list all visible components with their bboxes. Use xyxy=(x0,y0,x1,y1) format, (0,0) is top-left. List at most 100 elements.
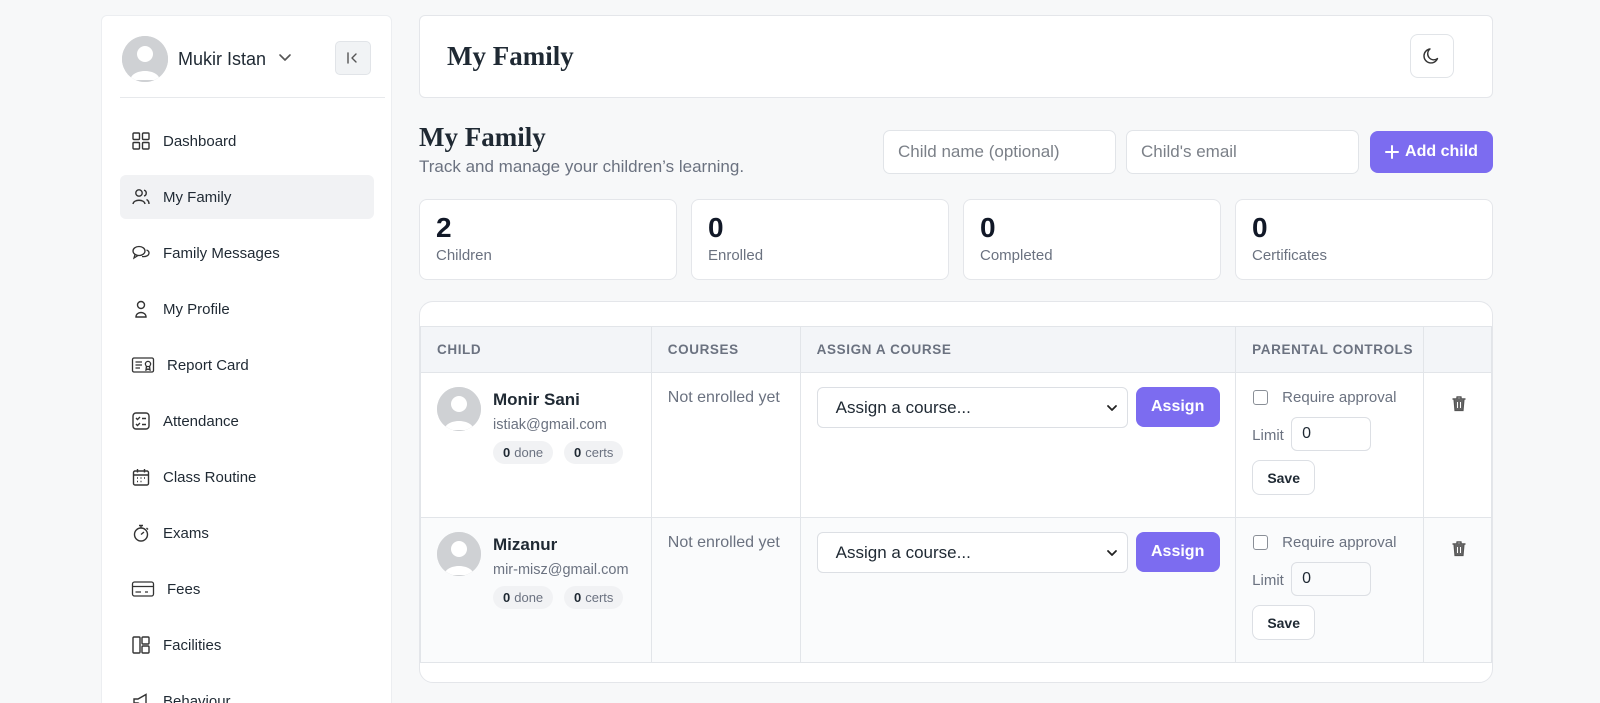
limit-input[interactable]: 0 xyxy=(1291,417,1372,451)
require-approval-checkbox[interactable] xyxy=(1253,390,1269,405)
sidebar-item-label: My Profile xyxy=(163,300,230,318)
actions-cell xyxy=(1423,517,1492,663)
user-name: Mukir Istan xyxy=(178,49,267,69)
stat-label: Enrolled xyxy=(708,247,764,264)
child-cell: Mizanur mir-misz@gmail.com 0 done 0 certs xyxy=(420,517,652,663)
assign-button[interactable]: Assign xyxy=(1135,387,1220,427)
sidebar-item-label: My Family xyxy=(163,188,232,206)
sidebar-item-label: Report Card xyxy=(167,356,249,374)
sidebar-item-label: Facilities xyxy=(163,636,222,654)
trash-icon[interactable] xyxy=(1451,540,1467,557)
child-avatar xyxy=(437,532,481,576)
limit-label: Limit xyxy=(1252,427,1284,444)
child-cell: Monir Sani istiak@gmail.com 0 done 0 certs xyxy=(420,372,652,518)
assign-course-value: Assign a course... xyxy=(835,397,971,417)
assign-button[interactable]: Assign xyxy=(1135,532,1220,572)
table-row: Mizanur mir-misz@gmail.com 0 done 0 certs … xyxy=(420,517,1492,663)
person-icon xyxy=(130,298,152,320)
stat-label: Children xyxy=(436,247,492,264)
column-header-actions xyxy=(1423,326,1492,373)
parental-controls-cell: Require approval Limit 0 Save xyxy=(1235,372,1425,518)
chevron-down-icon xyxy=(1106,405,1117,411)
user-avatar xyxy=(122,36,168,82)
children-table: CHILD COURSES ASSIGN A COURSE PARENTAL C… xyxy=(420,326,1492,663)
save-button[interactable]: Save xyxy=(1252,605,1316,640)
children-table-card: CHILD COURSES ASSIGN A COURSE PARENTAL C… xyxy=(419,301,1493,683)
certs-label: certs xyxy=(585,590,614,605)
sidebar-item-facilities[interactable]: Facilities xyxy=(120,623,374,667)
sidebar-item-my-family[interactable]: My Family xyxy=(120,175,374,219)
stat-card-completed: 0 Completed xyxy=(963,199,1221,280)
sidebar-item-label: Exams xyxy=(163,524,209,542)
certs-count: 0 xyxy=(574,445,582,460)
section-subtitle: Track and manage your children’s learnin… xyxy=(419,157,745,176)
grid-icon xyxy=(130,130,152,152)
stat-card-certificates: 0 Certificates xyxy=(1235,199,1493,280)
chevron-down-icon xyxy=(1106,550,1117,556)
assign-course-select[interactable]: Assign a course... xyxy=(816,532,1128,573)
sidebar-item-fees[interactable]: Fees xyxy=(120,567,374,611)
chevron-down-icon[interactable] xyxy=(277,49,293,65)
sidebar-item-exams[interactable]: Exams xyxy=(120,511,374,555)
trash-icon[interactable] xyxy=(1451,395,1467,412)
certs-count: 0 xyxy=(574,590,582,605)
save-button[interactable]: Save xyxy=(1252,460,1316,495)
stat-label: Certificates xyxy=(1252,247,1328,264)
certs-count-pill: 0 certs xyxy=(564,586,624,609)
sidebar-item-dashboard[interactable]: Dashboard xyxy=(120,119,374,163)
column-header-child: CHILD xyxy=(420,326,652,373)
plus-icon xyxy=(1385,145,1400,159)
user-menu[interactable]: Mukir Istan xyxy=(122,36,374,84)
add-child-button[interactable]: Add child xyxy=(1370,131,1493,173)
assign-course-value: Assign a course... xyxy=(835,542,971,562)
actions-cell xyxy=(1423,372,1492,518)
top-header: My Family xyxy=(419,15,1493,98)
limit-label: Limit xyxy=(1252,572,1284,589)
assign-course-select[interactable]: Assign a course... xyxy=(816,387,1128,428)
sidebar-item-attendance[interactable]: Attendance xyxy=(120,399,374,443)
done-count: 0 xyxy=(503,445,511,460)
sidebar-item-label: Family Messages xyxy=(163,244,280,262)
stat-label: Completed xyxy=(980,247,1053,264)
courses-status: Not enrolled yet xyxy=(667,534,780,551)
stat-value: 0 xyxy=(1252,212,1268,243)
sidebar-item-report-card[interactable]: Report Card xyxy=(120,343,374,387)
child-name-input[interactable] xyxy=(883,130,1116,174)
sidebar-item-label: Attendance xyxy=(163,412,239,430)
layout-icon xyxy=(130,634,152,656)
require-approval-checkbox[interactable] xyxy=(1253,535,1269,550)
sidebar-item-behaviour[interactable]: Behaviour xyxy=(120,679,374,703)
parental-controls-cell: Require approval Limit 0 Save xyxy=(1235,517,1425,663)
stat-card-enrolled: 0 Enrolled xyxy=(691,199,949,280)
page-title: My Family xyxy=(447,41,574,71)
table-header-row: CHILD COURSES ASSIGN A COURSE PARENTAL C… xyxy=(420,326,1492,373)
table-row: Monir Sani istiak@gmail.com 0 done 0 certs… xyxy=(420,372,1492,518)
calendar-icon xyxy=(130,466,152,488)
child-avatar xyxy=(437,387,481,431)
require-approval-label: Require approval xyxy=(1282,389,1397,406)
report-card-icon xyxy=(130,354,156,376)
megaphone-icon xyxy=(130,690,152,703)
sidebar-item-my-profile[interactable]: My Profile xyxy=(120,287,374,331)
collapse-sidebar-button[interactable] xyxy=(335,41,371,75)
certs-label: certs xyxy=(585,445,614,460)
child-email-input[interactable] xyxy=(1126,130,1359,174)
sidebar-nav: Dashboard My Family Family Messages My P… xyxy=(120,119,374,703)
stat-value: 0 xyxy=(708,212,724,243)
child-name: Monir Sani xyxy=(493,390,580,409)
courses-cell: Not enrolled yet xyxy=(650,517,801,663)
sidebar-divider xyxy=(120,97,385,98)
sidebar-item-class-routine[interactable]: Class Routine xyxy=(120,455,374,499)
stopwatch-icon xyxy=(130,522,152,544)
courses-status: Not enrolled yet xyxy=(667,389,780,406)
sidebar-item-label: Dashboard xyxy=(163,132,237,150)
moon-icon xyxy=(1423,48,1439,64)
theme-toggle-button[interactable] xyxy=(1410,34,1454,78)
sidebar-item-label: Fees xyxy=(167,580,201,598)
child-email: mir-misz@gmail.com xyxy=(493,562,629,578)
collapse-left-icon xyxy=(347,52,357,64)
sidebar-item-family-messages[interactable]: Family Messages xyxy=(120,231,374,275)
sidebar-item-label: Class Routine xyxy=(163,468,257,486)
assign-cell: Assign a course... Assign xyxy=(799,372,1237,518)
limit-input[interactable]: 0 xyxy=(1291,562,1372,596)
